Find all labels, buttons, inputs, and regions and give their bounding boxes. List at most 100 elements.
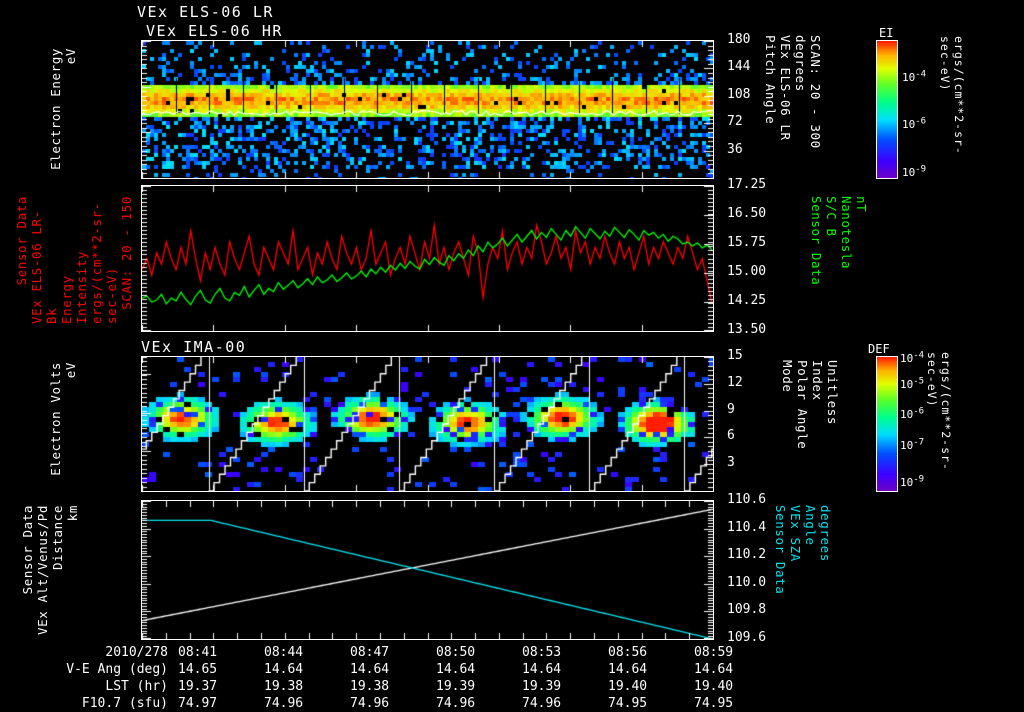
- bottom-cell-f107-0: 74.97: [178, 696, 218, 711]
- panel4-right-tick-2: 110.2: [727, 547, 767, 563]
- panel1-right-axis-label-line-0: Pitch Angle: [763, 35, 778, 125]
- panel3-colorbar-units: ergs/(cm**2-sr-sec-eV): [925, 352, 953, 471]
- bottom-cell-ve_ang-5: 14.64: [608, 662, 648, 677]
- panel1-right-tick-4: 36: [727, 141, 743, 157]
- bottom-cell-lst-3: 19.39: [436, 679, 476, 694]
- panel4-right-tick-3: 110.0: [727, 574, 767, 590]
- panel4-right-axis-label-line-0: Sensor Data: [773, 505, 788, 595]
- panel4-plot-area: [141, 500, 714, 640]
- panel4-right-axis-label: Sensor Data VEx SZA Angle degrees: [773, 505, 833, 637]
- panel3-right-tick-4: 3: [727, 455, 735, 471]
- panel1-right-tick-2: 108: [727, 86, 751, 102]
- panel2-right-axis-label-line-2: Nanotesla: [839, 196, 854, 270]
- bottom-cell-ve_ang-6: 14.64: [694, 662, 734, 677]
- panel4-right-tick-4: 109.8: [727, 602, 767, 618]
- panel2-right-tick-3: 15.00: [727, 264, 767, 279]
- panel1-right-tick-1: 144: [727, 59, 751, 75]
- panel3-colorbar: [876, 356, 898, 492]
- panel4-left-axis-label-line-0: Sensor Data: [20, 505, 35, 595]
- panel3-right-axis-label-line-3: Unitless: [825, 360, 840, 426]
- bottom-cell-f107-4: 74.96: [522, 696, 562, 711]
- bottom-cell-time-4: 08:53: [522, 645, 562, 660]
- panel3-right-tick-2: 9: [727, 401, 735, 417]
- panel3-right-axis-label-line-2: Index: [810, 360, 825, 401]
- panel1-title-hr: VEx ELS-06 HR: [146, 22, 283, 40]
- panel4-left-axis-label: Sensor Data VEx Alt/Venus/Pd Distance km: [20, 505, 80, 635]
- cb3-ticks-label-1: 10-5: [900, 376, 925, 392]
- panel1-right-axis-label-line-2: degrees: [793, 35, 808, 92]
- bottom-cell-ve_ang-2: 14.64: [350, 662, 390, 677]
- panel1-colorbar: [876, 40, 898, 179]
- bottom-cell-time-6: 08:59: [694, 645, 734, 660]
- bottom-cell-f107-2: 74.96: [350, 696, 390, 711]
- panel2-right-axis-label-line-1: S/C B: [824, 196, 839, 237]
- bottom-data-table: 2010/278 V-E Ang (deg) LST (hr) F10.7 (sfu)…: [0, 644, 1024, 711]
- panel4-left-axis-label-line-3: km: [65, 505, 80, 522]
- cb3-ticks-label-4: 10-9: [900, 474, 925, 490]
- panel1-right-tick-3: 72: [727, 114, 743, 130]
- bottom-cell-time-5: 08:56: [608, 645, 648, 660]
- panel2-right-tick-5: 13.50: [727, 322, 767, 337]
- bottom-cell-lst-5: 19.40: [608, 679, 648, 694]
- bottom-cell-time-3: 08:50: [436, 645, 476, 660]
- panel1-right-axis-label: Pitch Angle VEx ELS-06 LR degrees SCAN: …: [763, 35, 823, 185]
- panel3-right-tick-0: 15: [727, 348, 743, 363]
- panel2-right-tick-4: 14.25: [727, 293, 767, 308]
- cb1-ticks-label-0: 10-4: [902, 69, 927, 85]
- bottom-cell-lst-6: 19.40: [694, 679, 734, 694]
- bottom-row-label-1: V-E Ang (deg): [66, 662, 168, 677]
- panel2-right-axis-label-line-3: nT: [854, 196, 869, 213]
- panel4-right-tick-1: 110.4: [727, 519, 767, 535]
- panel3-title: VEx IMA-00: [141, 338, 247, 356]
- panel3-right-axis-label-line-1: Polar Angle: [795, 360, 810, 450]
- panel2-right-tick-0: 17.25: [727, 177, 767, 192]
- panel4-right-axis-label-line-1: VEx SZA: [788, 505, 803, 562]
- bottom-cell-ve_ang-3: 14.64: [436, 662, 476, 677]
- bottom-cell-ve_ang-0: 14.65: [178, 662, 218, 677]
- panel1-right-tick-0: 180: [727, 32, 751, 47]
- bottom-cell-ve_ang-1: 14.64: [264, 662, 304, 677]
- panel1-colorbar-units: ergs/(cm**2-sr-sec-eV): [938, 36, 966, 155]
- bottom-cell-f107-1: 74.96: [264, 696, 304, 711]
- bottom-cell-lst-1: 19.38: [264, 679, 304, 694]
- bottom-cell-f107-6: 74.95: [694, 696, 734, 711]
- bottom-cell-lst-4: 19.39: [522, 679, 562, 694]
- panel1-colorbar-title: EI: [879, 26, 894, 40]
- panel4-right-tick-5: 109.6: [727, 630, 767, 645]
- panel3-colorbar-title: DEF: [868, 342, 890, 356]
- panel1-plot-area: [141, 40, 714, 179]
- bottom-row-label-0: 2010/278: [105, 645, 168, 660]
- panel1-right-axis-label-line-3: SCAN: 20 - 300: [808, 35, 823, 149]
- bottom-cell-lst-2: 19.38: [350, 679, 390, 694]
- bottom-cell-f107-5: 74.95: [608, 696, 648, 711]
- bottom-row-label-3: F10.7 (sfu): [81, 696, 168, 711]
- cb1-ticks-label-1: 10-6: [902, 116, 927, 131]
- bottom-cell-f107-3: 74.96: [436, 696, 476, 711]
- panel3-right-axis-label-line-0: Mode: [780, 360, 795, 393]
- panel1-right-axis-label-line-1: VEx ELS-06 LR: [778, 35, 793, 141]
- panel4-left-axis-label-line-1: VEx Alt/Venus/Pd: [35, 504, 50, 635]
- panel3-right-tick-1: 12: [727, 374, 743, 390]
- panel2-right-tick-1: 16.50: [727, 206, 767, 221]
- panel2-right-axis-label: Sensor Data S/C B Nanotesla nT: [809, 196, 869, 326]
- bottom-cell-time-1: 08:44: [264, 645, 304, 660]
- bottom-row-label-2: LST (hr): [105, 679, 168, 694]
- panel4-left-axis-label-line-2: Distance: [50, 505, 65, 571]
- cb3-ticks-label-0: 10-4: [900, 350, 925, 365]
- panel4-right-axis-label-line-3: degrees: [818, 505, 833, 562]
- panel4-right-axis-label-line-2: Angle: [803, 505, 818, 546]
- panel3-plot-area: [141, 356, 714, 492]
- panel1-title-lr: VEx ELS-06 LR: [137, 3, 274, 21]
- bottom-cell-lst-0: 19.37: [178, 679, 218, 694]
- panel3-right-tick-3: 6: [727, 428, 735, 444]
- panel3-right-axis-label: Mode Polar Angle Index Unitless: [780, 360, 840, 488]
- cb1-ticks-label-2: 10-9: [902, 164, 927, 179]
- cb3-ticks-label-2: 10-6: [900, 406, 925, 421]
